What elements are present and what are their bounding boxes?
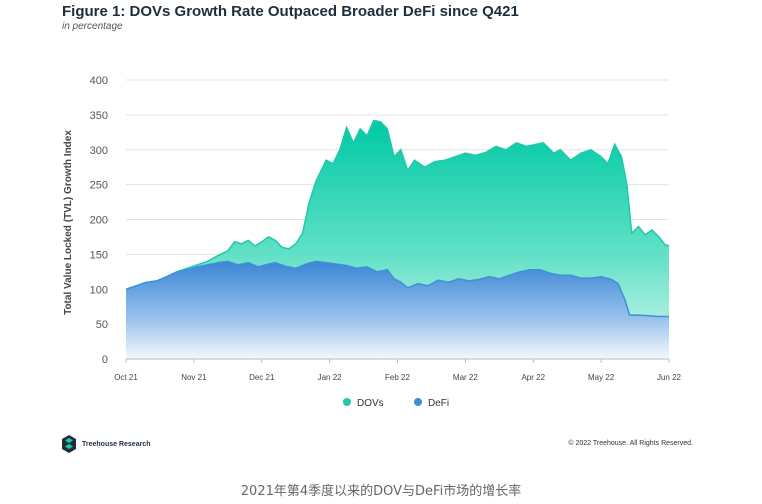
y-tick-label: 200 [90,215,108,227]
x-tick-label: Mar 22 [453,373,478,382]
y-axis-label: Total Value Locked (TVL) Growth Index [63,130,74,315]
x-tick-label: Nov 21 [181,373,207,382]
brand-name: Treehouse Research [82,440,151,448]
line-dovs [125,119,669,291]
y-tick-label: 250 [90,180,108,192]
copyright-text: © 2022 Treehouse. All Rights Reserved. [568,440,693,447]
y-tick-label: 300 [90,145,108,157]
x-tick-label: Dec 21 [249,373,275,382]
growth-chart: 0 50 100 150 200 250 300 350 400 Oct 21 Nov 21 Dec … [63,75,682,409]
line-defi [125,260,669,318]
x-tick-label: Feb 22 [385,373,410,382]
y-tick-label: 0 [102,354,108,366]
x-tick-label: Jan 22 [318,373,343,382]
brand-logo: Treehouse Research [62,435,150,453]
area-defi [126,261,669,359]
footer-caption: 2021年第4季度以来的DOV与DeFi市场的增长率 [240,484,522,499]
x-tick-label: Jun 22 [657,373,682,382]
legend-label-defi: DeFi [428,398,449,409]
y-tick-label: 100 [90,284,108,296]
y-tick-label: 350 [90,110,108,122]
chart-subtitle: in percentage [62,21,123,32]
legend-marker-dovs [343,398,351,406]
x-tick-label: May 22 [588,373,615,382]
y-tick-label: 150 [90,249,108,261]
x-tick-label: Oct 21 [114,373,138,382]
legend-marker-defi [414,398,422,406]
y-tick-label: 400 [90,75,108,87]
x-tick-label: Apr 22 [521,373,545,382]
legend-label-dovs: DOVs [357,398,384,409]
treehouse-logo-icon [62,435,76,453]
chart-title: Figure 1: DOVs Growth Rate Outpaced Broa… [62,3,519,20]
y-tick-label: 50 [96,319,108,331]
